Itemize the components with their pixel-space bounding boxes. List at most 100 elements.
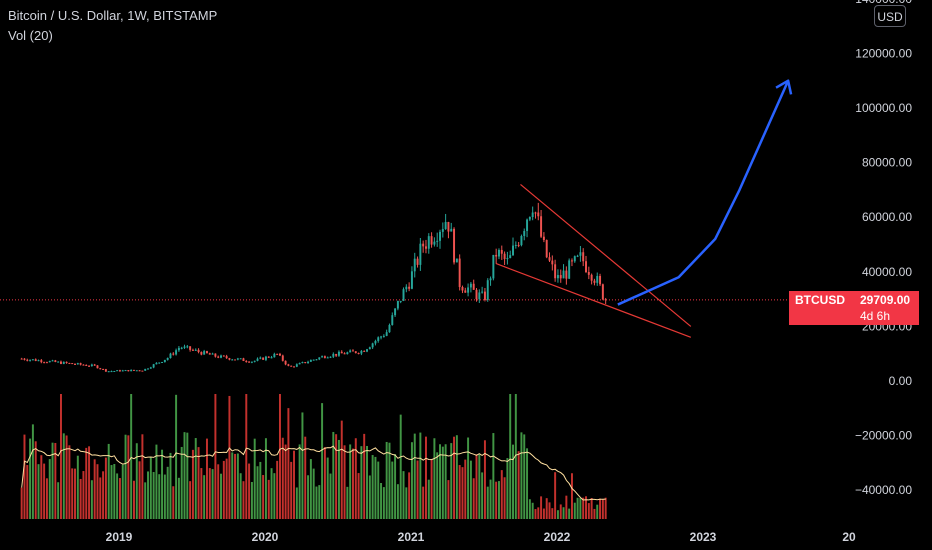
candle-body <box>548 257 551 261</box>
candle-body <box>368 347 371 350</box>
volume-bar <box>147 471 149 519</box>
volume-bar <box>604 497 607 519</box>
volume-bar <box>161 449 164 519</box>
volume-bar <box>436 452 439 519</box>
candle-body <box>599 276 602 285</box>
candle-body <box>568 260 571 279</box>
candle-body <box>54 360 57 363</box>
candle-body <box>26 359 29 361</box>
volume-bar <box>99 477 102 519</box>
volume-bar <box>259 461 262 519</box>
candle-body <box>556 275 559 279</box>
currency-selector[interactable]: USD <box>874 5 906 27</box>
volume-bar <box>576 497 579 519</box>
volume-bar <box>354 438 357 519</box>
volume-bar <box>469 460 472 519</box>
candle-body <box>363 350 366 352</box>
volume-bar <box>214 394 217 519</box>
volume-bar <box>337 439 340 519</box>
projection-path <box>617 80 790 306</box>
candle-body <box>453 228 456 263</box>
volume-bar <box>59 394 62 519</box>
candle-body <box>391 315 394 325</box>
volume-bar <box>113 464 116 519</box>
candle-body <box>85 365 88 367</box>
volume-bar <box>497 481 500 519</box>
candle-body <box>62 361 65 364</box>
candle-body <box>231 359 234 361</box>
candle-body <box>20 358 23 360</box>
candle-body <box>596 276 599 283</box>
volume-bar <box>278 394 281 519</box>
candle-body <box>191 349 194 351</box>
candle-body <box>135 370 138 372</box>
candle-body <box>450 228 453 232</box>
volume-bar <box>461 467 464 519</box>
candle-body <box>467 287 470 293</box>
candle-body <box>388 324 391 333</box>
volume-bar <box>413 433 416 519</box>
candle-body <box>410 271 413 289</box>
candle-body <box>523 230 526 237</box>
volume-bar <box>163 474 166 519</box>
candle-body <box>321 356 324 358</box>
volume-bar <box>363 433 366 519</box>
volume-bar <box>335 434 338 519</box>
candle-body <box>371 343 374 348</box>
candle-body <box>405 286 408 290</box>
volume-bar <box>475 454 478 519</box>
volume-bar <box>96 464 99 519</box>
candle-body <box>582 252 585 262</box>
price-axis: 140000.00 120000.00 100000.00 80000.00 60000… <box>855 0 912 497</box>
candle-body <box>475 289 478 300</box>
candle-body <box>394 308 397 316</box>
symbol-title[interactable]: Bitcoin / U.S. Dollar, 1W, BITSTAMP <box>8 8 218 23</box>
candle-body <box>205 351 208 354</box>
volume-bar <box>509 394 512 519</box>
volume-bar <box>520 432 523 519</box>
volume-bar <box>287 408 290 519</box>
candle-body <box>138 370 141 372</box>
volume-indicator-label[interactable]: Vol (20) <box>8 28 53 43</box>
volume-bar <box>270 468 273 519</box>
price-tag-symbol: BTCUSD <box>795 293 845 307</box>
price-tag-value: 29709.00 <box>860 293 911 307</box>
volume-bar <box>307 475 310 519</box>
volume-bar <box>85 447 88 519</box>
candle-body <box>427 236 430 249</box>
volume-bar <box>180 446 183 519</box>
volume-bar <box>284 444 287 519</box>
candle-body <box>354 351 357 353</box>
volume-bar <box>565 495 568 519</box>
volume-bar <box>410 442 413 519</box>
volume-bar <box>245 394 248 519</box>
candle-body <box>163 359 166 362</box>
volume-bar <box>45 478 48 519</box>
candle-body <box>337 351 340 356</box>
volume-bar <box>568 508 571 519</box>
volume-bar <box>107 443 110 519</box>
volume-bar <box>399 414 402 519</box>
candle-body <box>90 364 93 367</box>
candle-body <box>149 367 152 369</box>
time-axis-label: 2022 <box>544 530 571 544</box>
candle-body <box>416 258 419 265</box>
candle-body <box>576 255 579 257</box>
candle-body <box>520 236 523 246</box>
volume-bar <box>130 394 133 519</box>
volume-bar <box>534 509 537 519</box>
projection-arrow <box>617 79 793 306</box>
candle-body <box>48 361 51 363</box>
volume-bar <box>250 481 253 519</box>
volume-bar <box>422 486 425 519</box>
candle-body <box>220 355 222 358</box>
candle-body <box>118 370 121 372</box>
volume-bar <box>71 468 74 519</box>
candle-body <box>256 358 259 361</box>
candle-body <box>250 361 253 363</box>
candle-body <box>239 358 242 360</box>
candle-body <box>326 357 329 359</box>
candle-body <box>396 300 399 309</box>
volume-moving-average <box>21 445 606 501</box>
